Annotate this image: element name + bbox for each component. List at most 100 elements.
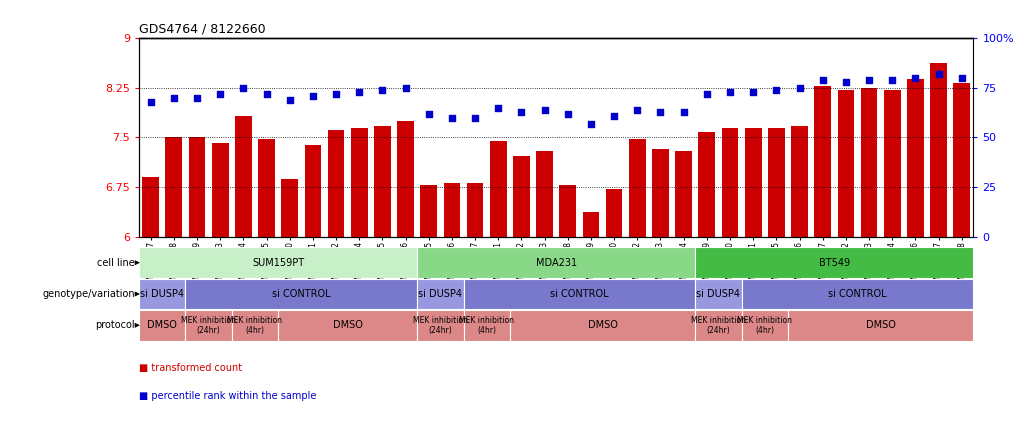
Bar [417, 310, 464, 341]
Text: genotype/variation: genotype/variation [42, 289, 135, 299]
Text: GDS4764 / 8122660: GDS4764 / 8122660 [139, 22, 266, 36]
Point [768, 86, 785, 93]
Text: si CONTROL: si CONTROL [550, 289, 609, 299]
Text: si DUSP4: si DUSP4 [418, 289, 462, 299]
Bar [139, 279, 185, 309]
Bar [417, 279, 464, 309]
Bar [745, 128, 761, 237]
Bar [139, 310, 185, 341]
Point [398, 85, 414, 91]
Point [490, 104, 507, 111]
Point [467, 114, 483, 121]
Text: si CONTROL: si CONTROL [828, 289, 887, 299]
Point [861, 77, 878, 83]
Point [166, 94, 182, 101]
Point [444, 114, 460, 121]
Bar [742, 310, 788, 341]
Bar [464, 279, 695, 309]
Bar [861, 88, 878, 237]
Text: MDA231: MDA231 [536, 258, 577, 268]
Point [351, 88, 368, 95]
Point [281, 96, 298, 103]
Bar [930, 63, 947, 237]
Bar [742, 279, 973, 309]
Point [235, 85, 251, 91]
Bar [490, 141, 507, 237]
Bar [467, 183, 483, 237]
Bar [142, 177, 159, 237]
Bar [185, 279, 417, 309]
Bar [417, 247, 695, 278]
Bar [185, 310, 232, 341]
Text: SUM159PT: SUM159PT [252, 258, 304, 268]
Point [583, 120, 599, 127]
Text: si DUSP4: si DUSP4 [696, 289, 741, 299]
Point [559, 110, 576, 117]
Text: MEK inhibition
(4hr): MEK inhibition (4hr) [737, 316, 792, 335]
Point [930, 71, 947, 77]
Point [652, 108, 668, 115]
Point [791, 85, 808, 91]
Bar [815, 86, 831, 237]
Bar [278, 310, 417, 341]
Text: si CONTROL: si CONTROL [272, 289, 331, 299]
Bar [768, 128, 785, 237]
Point [420, 110, 437, 117]
Point [606, 112, 622, 119]
Point [815, 77, 831, 83]
Bar [444, 183, 460, 237]
Point [537, 106, 553, 113]
Bar [259, 139, 275, 237]
Text: DMSO: DMSO [865, 320, 896, 330]
Bar [907, 79, 924, 237]
Point [259, 91, 275, 97]
Point [676, 108, 692, 115]
Point [722, 88, 739, 95]
Bar [837, 90, 854, 237]
Bar [374, 126, 390, 237]
Text: DMSO: DMSO [587, 320, 618, 330]
Bar [676, 151, 692, 237]
Bar [559, 185, 576, 237]
Point [142, 98, 159, 105]
Text: protocol: protocol [95, 320, 135, 330]
Point [513, 108, 529, 115]
Point [907, 74, 924, 81]
Bar [139, 247, 417, 278]
Bar [695, 310, 742, 341]
Bar [166, 137, 182, 237]
Bar [281, 179, 298, 237]
Point [745, 88, 761, 95]
Bar [722, 128, 739, 237]
Bar [420, 185, 437, 237]
Bar [606, 189, 622, 237]
Bar [510, 310, 695, 341]
Bar [351, 128, 368, 237]
Bar [305, 146, 321, 237]
Bar [212, 143, 229, 237]
Bar [629, 140, 646, 237]
Point [188, 94, 205, 101]
Bar [698, 132, 715, 237]
Text: BT549: BT549 [819, 258, 850, 268]
Point [212, 91, 229, 97]
Point [305, 92, 321, 99]
Text: MEK inhibition
(4hr): MEK inhibition (4hr) [228, 316, 282, 335]
Text: MEK inhibition
(24hr): MEK inhibition (24hr) [413, 316, 468, 335]
Text: MEK inhibition
(24hr): MEK inhibition (24hr) [181, 316, 236, 335]
Bar [695, 279, 742, 309]
Bar [188, 137, 205, 237]
Bar [652, 149, 668, 237]
Point [837, 78, 854, 85]
Point [374, 86, 390, 93]
Text: DMSO: DMSO [333, 320, 363, 330]
Point [328, 91, 344, 97]
Bar [583, 212, 599, 237]
Text: ■ percentile rank within the sample: ■ percentile rank within the sample [139, 390, 316, 401]
Bar [398, 121, 414, 237]
Text: si DUSP4: si DUSP4 [140, 289, 184, 299]
Point [698, 91, 715, 97]
Bar [695, 247, 973, 278]
Point [954, 74, 970, 81]
Text: MEK inhibition
(24hr): MEK inhibition (24hr) [691, 316, 746, 335]
